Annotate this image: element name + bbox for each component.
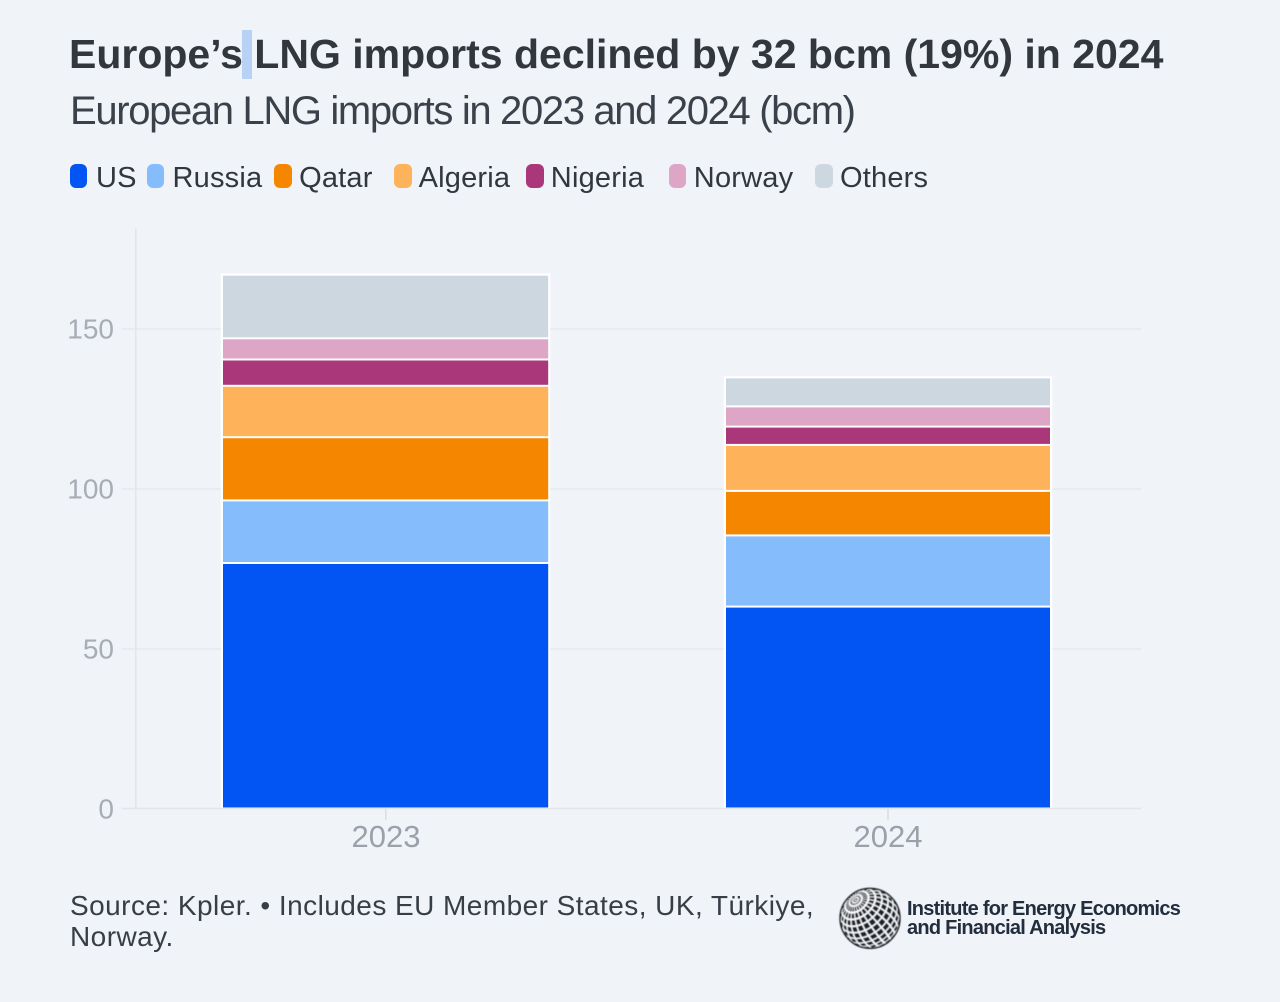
svg-text:2023: 2023 bbox=[352, 819, 421, 854]
svg-text:2024: 2024 bbox=[854, 819, 923, 854]
svg-text:50: 50 bbox=[83, 634, 114, 665]
svg-text:100: 100 bbox=[67, 474, 114, 505]
svg-text:0: 0 bbox=[98, 794, 114, 825]
svg-text:150: 150 bbox=[67, 314, 114, 345]
